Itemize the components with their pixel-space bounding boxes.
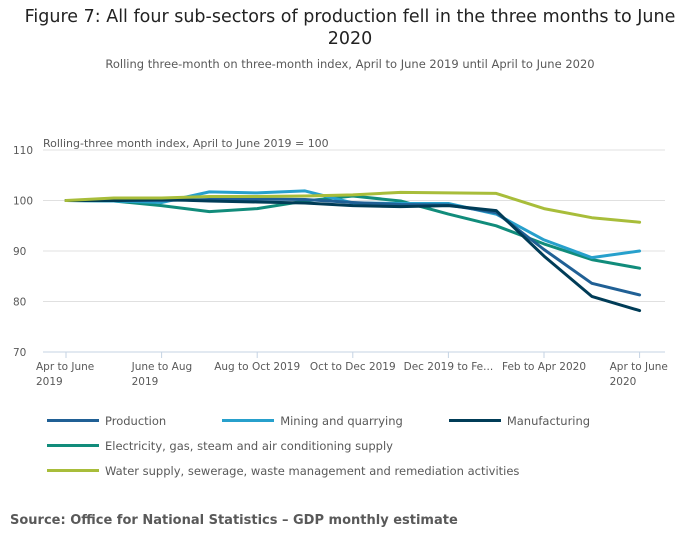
- chart-subtitle: Rolling three-month on three-month index…: [105, 57, 595, 71]
- x-tick-label: Apr to June 2020: [610, 361, 668, 388]
- legend-label: Water supply, sewerage, waste management…: [105, 463, 520, 478]
- legend-swatch: [47, 444, 99, 447]
- y-axis-label: Rolling-three month index, April to June…: [43, 137, 329, 150]
- y-tick-label: 70: [13, 347, 26, 359]
- x-tick-label: Apr to June 2019: [36, 361, 94, 388]
- x-axis: Apr to June 2019 June to Aug 2019 Aug to Oct…: [36, 352, 668, 388]
- x-tick-label: Dec 2019 to Fe...: [404, 361, 494, 373]
- legend-label: Mining and quarrying: [280, 413, 403, 428]
- legend-swatch: [448, 419, 501, 422]
- legend-swatch: [222, 419, 275, 422]
- x-tick-label: Oct to Dec 2019: [310, 361, 396, 373]
- legend-item-mining[interactable]: Mining and quarrying: [222, 414, 403, 428]
- y-tick-label: 80: [13, 297, 26, 309]
- line-chart: 70 80 90 100 110 Rolling-three month index, …: [13, 137, 668, 388]
- x-tick-label: Aug to Oct 2019: [214, 361, 300, 373]
- legend-label: Electricity, gas, steam and air conditio…: [105, 438, 393, 453]
- legend-item-electricity[interactable]: Electricity, gas, steam and air conditio…: [47, 439, 393, 453]
- legend-item-water[interactable]: Water supply, sewerage, waste management…: [47, 464, 519, 478]
- legend: Production Mining and quarrying Manufact…: [47, 408, 616, 483]
- y-tick-label: 110: [13, 145, 33, 157]
- x-tick-label: June to Aug 2019: [131, 361, 193, 388]
- gridlines: [43, 149, 665, 353]
- x-tick-label: Feb to Apr 2020: [502, 361, 586, 373]
- source-note: Source: Office for National Statistics –…: [10, 513, 458, 528]
- y-axis-ticks: 70 80 90 100 110: [13, 145, 33, 359]
- chart-title: Figure 7: All four sub-sectors of produc…: [24, 7, 676, 49]
- legend-label: Manufacturing: [506, 413, 591, 428]
- legend-item-manufacturing[interactable]: Manufacturing: [448, 413, 591, 428]
- series-line-water[interactable]: [64, 190, 642, 224]
- legend-swatch: [47, 469, 99, 472]
- y-tick-label: 100: [13, 196, 33, 208]
- legend-swatch: [47, 419, 99, 422]
- legend-label: Production: [105, 413, 167, 428]
- legend-item-production[interactable]: Production: [47, 414, 166, 428]
- series-lines: [64, 189, 642, 313]
- y-tick-label: 90: [13, 246, 26, 258]
